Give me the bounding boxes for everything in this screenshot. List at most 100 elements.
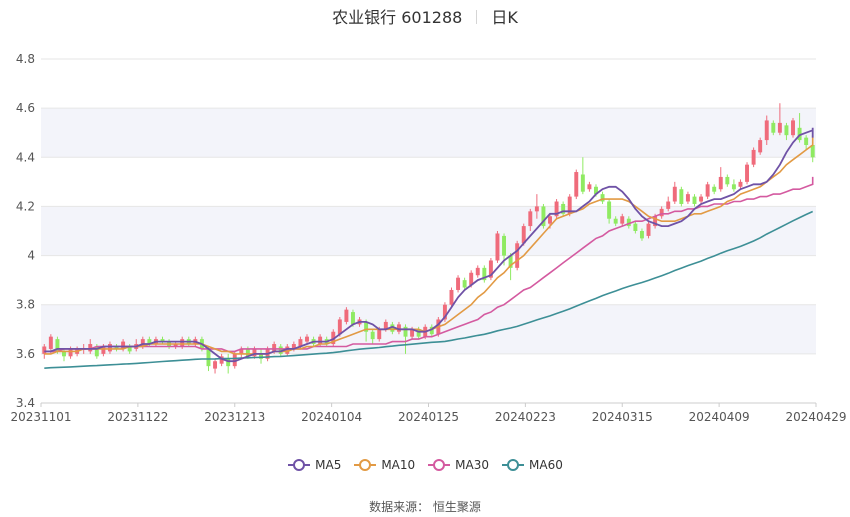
legend-item-ma30[interactable]: MA30: [427, 458, 489, 472]
candle-body: [639, 231, 644, 239]
legend-marker-icon: [428, 459, 451, 471]
candle-body: [416, 329, 421, 337]
candle-body: [712, 186, 717, 192]
candle-body: [62, 351, 66, 357]
candle-body: [140, 339, 145, 347]
candle-body: [561, 203, 566, 214]
candle-body: [666, 201, 671, 209]
chart-title: 农业银行 601288 日K: [0, 4, 850, 28]
candle-body: [462, 280, 467, 288]
candle-body: [469, 272, 474, 286]
candle-body: [114, 346, 119, 349]
candle-body: [160, 339, 165, 342]
candle-body: [751, 149, 756, 165]
x-tick-label: 20240223: [495, 410, 556, 424]
candle-body: [541, 206, 546, 227]
candle-body: [633, 223, 638, 231]
candle-body: [475, 267, 480, 276]
candle-body: [377, 329, 382, 340]
candle-body: [55, 339, 60, 352]
candle-body: [390, 324, 395, 332]
candle-body: [180, 339, 185, 347]
candle-body: [101, 346, 106, 354]
candle-body: [508, 255, 513, 268]
x-tick-label: 20240409: [689, 410, 750, 424]
x-tick-label: 20240429: [785, 410, 846, 424]
candle-body: [147, 339, 152, 345]
candle-body: [495, 233, 500, 261]
x-tick-label: 20231101: [10, 410, 71, 424]
candle-body: [291, 344, 296, 349]
candle-body: [442, 304, 447, 320]
chart-legend: MA5 MA10 MA30 MA60: [0, 458, 850, 475]
candle-body: [94, 346, 99, 357]
candle-body: [239, 348, 244, 354]
candle-body: [725, 176, 730, 185]
title-separator: [476, 10, 478, 24]
candle-body: [672, 186, 677, 202]
candle-body: [580, 174, 585, 192]
candle-body: [272, 344, 277, 352]
candle-body: [574, 172, 579, 197]
candle-body: [613, 218, 618, 224]
candle-body: [107, 344, 112, 352]
legend-item-ma10[interactable]: MA10: [353, 458, 415, 472]
candle-body: [285, 346, 290, 354]
candle-body: [48, 336, 53, 349]
candle-body: [600, 194, 605, 202]
legend-marker-icon: [354, 459, 377, 471]
candle-body: [344, 309, 349, 322]
legend-label: MA60: [529, 458, 563, 472]
candle-body: [810, 145, 815, 158]
ma-line-ma10: [44, 135, 814, 355]
candle-body: [607, 201, 612, 219]
candle-body: [771, 122, 776, 133]
candle-body: [383, 321, 388, 330]
candle-body: [685, 194, 690, 202]
candle-body: [764, 120, 769, 141]
candle-body: [429, 326, 434, 335]
candle-body: [410, 329, 415, 337]
legend-item-ma5[interactable]: MA5: [287, 458, 341, 472]
x-tick-label: 20231213: [204, 410, 265, 424]
candle-body: [127, 346, 132, 352]
candle-body: [456, 277, 461, 290]
y-tick-label: 4.2: [16, 199, 35, 213]
y-tick-label: 3.8: [16, 298, 35, 312]
period-label: 日K: [491, 8, 518, 27]
y-tick-label: 3.4: [16, 396, 35, 410]
data-source: 数据来源： 恒生聚源: [369, 500, 481, 514]
candle-body: [804, 137, 809, 145]
candle-body: [252, 348, 257, 357]
candle-body: [594, 186, 598, 195]
candle-body: [745, 164, 750, 182]
y-tick-label: 4.8: [16, 52, 35, 66]
x-tick-label: 20240315: [592, 410, 653, 424]
candle-body: [692, 196, 697, 204]
ma-line-ma5: [44, 127, 814, 363]
x-tick-label: 20240125: [398, 410, 459, 424]
candle-body: [88, 344, 93, 352]
candle-body: [42, 346, 47, 354]
candle-body: [777, 122, 782, 133]
candle-body: [534, 206, 539, 212]
candle-body: [679, 189, 684, 204]
candle-body: [68, 348, 73, 357]
candle-body: [784, 125, 789, 136]
candle-body: [232, 353, 237, 367]
candle-body: [502, 235, 506, 256]
candle-body: [659, 208, 664, 217]
stock-name: 农业银行 601288: [332, 8, 463, 27]
candle-body: [449, 289, 454, 305]
candle-body: [738, 181, 743, 187]
candle-body: [797, 127, 802, 141]
candle-body: [699, 196, 704, 202]
legend-marker-icon: [502, 459, 525, 471]
legend-marker-icon: [288, 459, 311, 471]
legend-label: MA10: [381, 458, 416, 472]
legend-item-ma60[interactable]: MA60: [501, 458, 563, 472]
candle-body: [587, 184, 592, 190]
ma-line-ma60: [44, 210, 814, 369]
candle-body: [337, 319, 342, 335]
legend-label: MA5: [315, 458, 342, 472]
